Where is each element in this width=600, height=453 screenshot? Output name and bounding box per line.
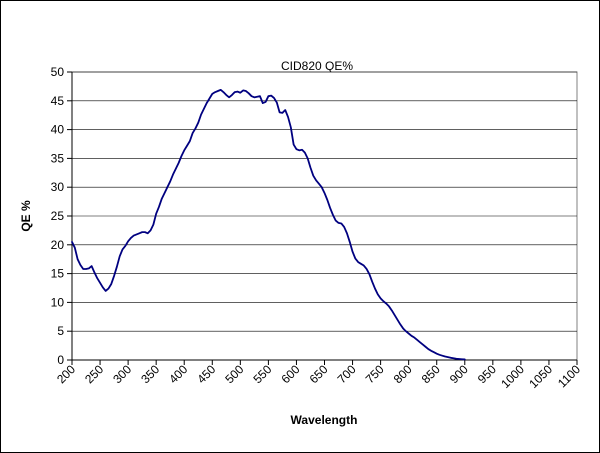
y-tick-label: 40 <box>51 123 65 137</box>
series-layer <box>71 88 466 361</box>
y-tick-label: 15 <box>51 267 65 281</box>
x-axis-title: Wavelength <box>291 413 358 427</box>
y-tick-label: 45 <box>51 94 65 108</box>
series-line <box>71 88 466 361</box>
y-tick-label: 50 <box>51 65 65 79</box>
y-tick-label: 0 <box>57 353 64 367</box>
y-tick-label: 20 <box>51 238 65 252</box>
chart-title: CID820 QE% <box>281 59 353 73</box>
y-tick-label: 5 <box>57 324 64 338</box>
y-tick-label: 25 <box>51 209 65 223</box>
y-axis-title: QE % <box>19 200 33 232</box>
y-tick-label: 10 <box>51 295 65 309</box>
y-tick-label: 35 <box>51 151 65 165</box>
y-tick-label: 30 <box>51 180 65 194</box>
y-tick-labels: 0 5 10 15 20 25 30 35 40 45 50 <box>51 65 72 367</box>
